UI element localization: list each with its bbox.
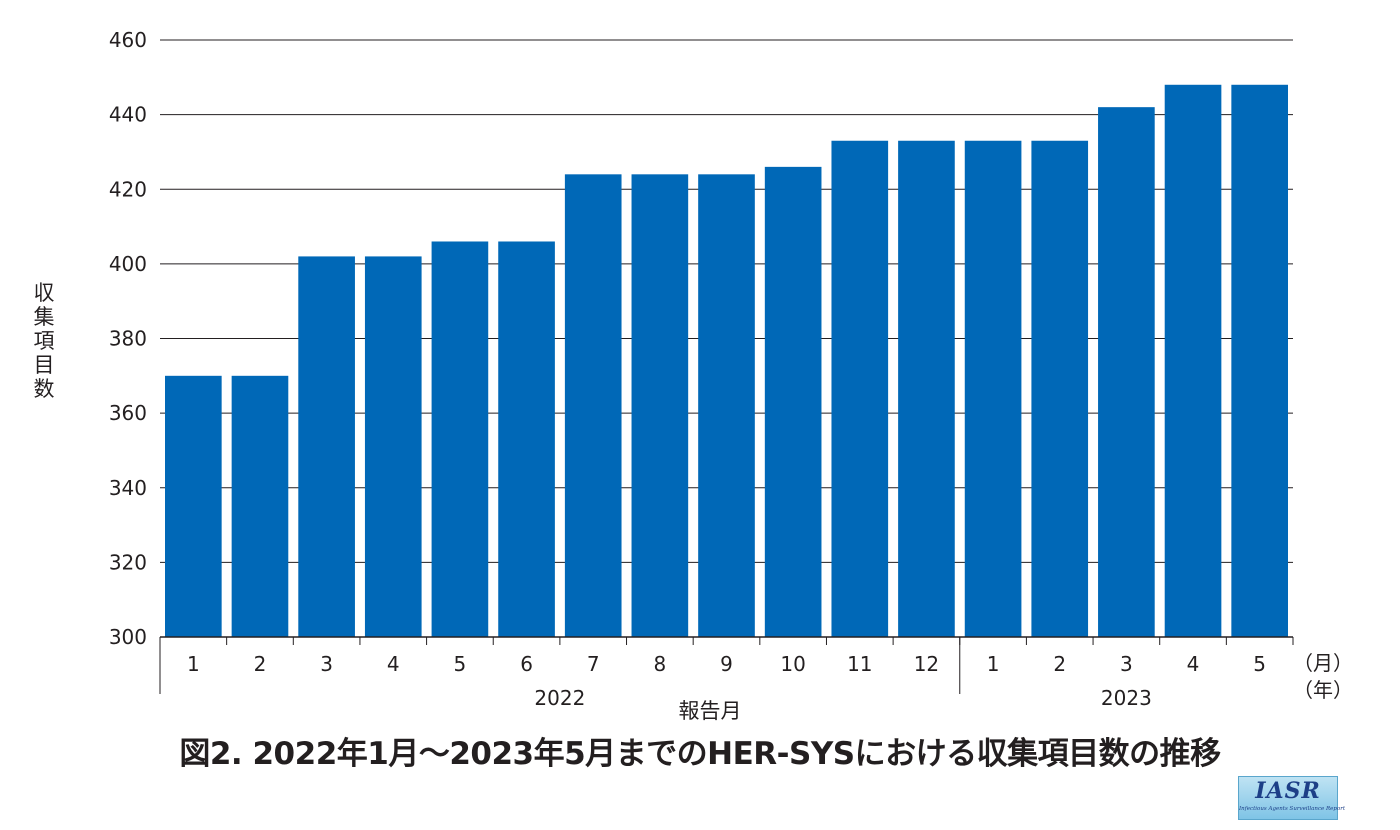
- y-tick-label: 440: [109, 103, 147, 127]
- x-axis: [159, 636, 1294, 694]
- x-tick-label: 8: [653, 652, 666, 676]
- bar: [631, 174, 689, 637]
- x-unit-year: （年）: [1293, 678, 1353, 702]
- y-tick-label: 300: [109, 625, 147, 649]
- x-tick-label: 4: [387, 652, 400, 676]
- x-tick-label: 7: [587, 652, 600, 676]
- bar: [298, 256, 355, 637]
- x-tick-label: 2: [1053, 652, 1066, 676]
- y-tick-label: 320: [109, 550, 147, 574]
- y-tick-label: 460: [109, 28, 147, 52]
- bar: [831, 140, 889, 637]
- bar: [1164, 84, 1222, 637]
- x-tick-label: 4: [1187, 652, 1200, 676]
- bar: [1098, 107, 1155, 638]
- x-tick-label: 2: [254, 652, 267, 676]
- bar: [364, 256, 422, 637]
- bar: [698, 174, 755, 637]
- y-tick-label: 380: [109, 327, 147, 351]
- bar: [231, 375, 289, 637]
- bar: [498, 241, 555, 638]
- bar: [964, 140, 1022, 637]
- x-tick-label: 9: [720, 652, 733, 676]
- bar: [764, 166, 822, 638]
- y-tick-label: 420: [109, 177, 147, 201]
- y-tick-label: 360: [109, 401, 147, 425]
- x-tick-labels: 1 2 3 4 5 6 7 8 9 10 11 12 1 2 3 4 5: [187, 652, 1266, 676]
- figure-caption: 図2. 2022年1月〜2023年5月までのHER-SYSにおける収集項目数の推…: [179, 736, 1221, 772]
- year-label: 2022: [534, 686, 585, 710]
- y-tick-label: 340: [109, 476, 147, 500]
- logo-sub-text: Infectious Agents Surveillance Report: [1239, 806, 1346, 812]
- bar: [431, 241, 489, 638]
- x-tick-label: 5: [454, 652, 467, 676]
- x-tick-label: 3: [1120, 652, 1133, 676]
- y-tick-label: 400: [109, 252, 147, 276]
- x-unit-month: （月）: [1293, 651, 1353, 675]
- bar: [165, 375, 222, 637]
- logo-main-text: IASR: [1255, 778, 1321, 804]
- y-axis-title: 収集項目数: [34, 281, 55, 401]
- x-tick-label: 3: [320, 652, 333, 676]
- x-axis-title: 報告月: [679, 699, 742, 723]
- bar: [1031, 140, 1089, 637]
- bar: [898, 140, 955, 637]
- bars: [165, 84, 1288, 638]
- x-tick-label: 6: [520, 652, 533, 676]
- x-tick-label: 5: [1253, 652, 1266, 676]
- year-labels: 2022 2023: [534, 686, 1151, 710]
- year-label: 2023: [1101, 686, 1152, 710]
- x-tick-label: 10: [780, 652, 805, 676]
- iasr-logo: IASR Infectious Agents Surveillance Repo…: [1238, 776, 1346, 820]
- bar: [564, 174, 622, 637]
- x-tick-label: 1: [987, 652, 1000, 676]
- x-tick-label: 11: [847, 652, 872, 676]
- y-tick-labels: 300 320 340 360 380 400 420 440 460: [109, 28, 147, 649]
- bar: [1231, 84, 1288, 637]
- x-tick-label: 12: [914, 652, 939, 676]
- x-tick-label: 1: [187, 652, 200, 676]
